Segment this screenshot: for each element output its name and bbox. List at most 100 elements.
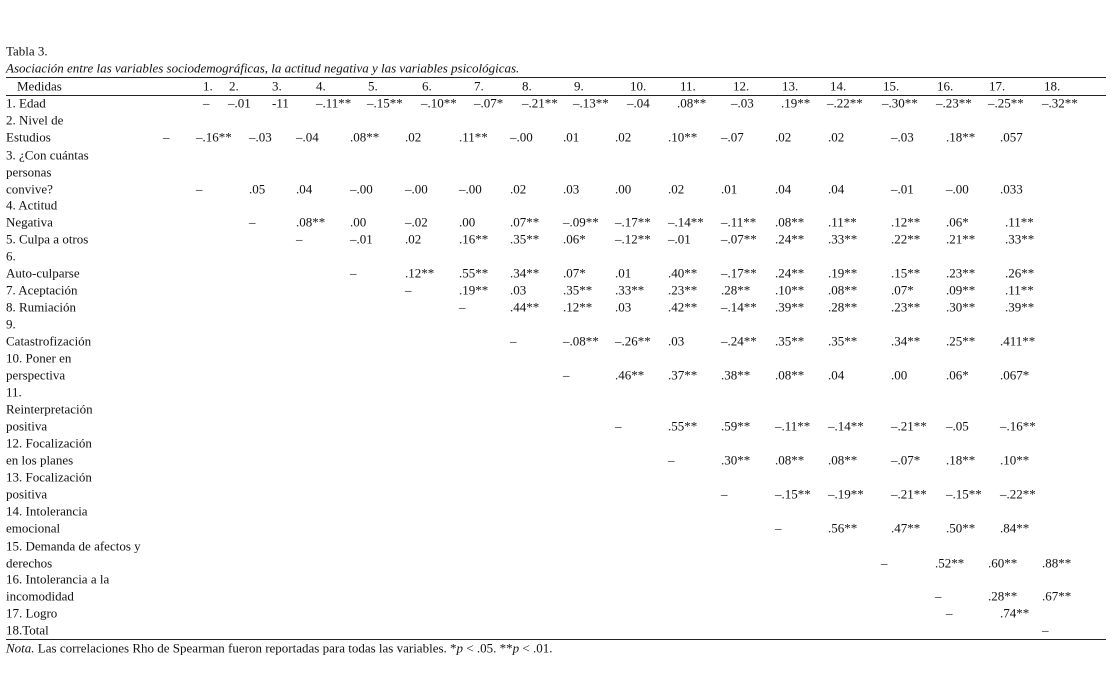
column-header: 7. <box>474 78 484 94</box>
table-cell: .55** <box>459 265 489 281</box>
table-cell: .35** <box>563 282 593 298</box>
table-cell: .09** <box>946 282 976 298</box>
top-rule <box>6 77 1106 78</box>
table-cell: – <box>510 333 517 349</box>
column-header: 17. <box>989 78 1006 94</box>
table-cell: .057 <box>1000 129 1023 145</box>
column-header: 5. <box>368 78 378 94</box>
table-cell: .33** <box>828 231 858 247</box>
table-cell: –.00 <box>459 181 482 197</box>
table-cell: .42** <box>668 299 698 315</box>
table-cell: .03 <box>510 282 527 298</box>
table-cell: .28** <box>988 588 1018 604</box>
table-cell: –.32** <box>1042 95 1078 111</box>
table-cell: -11 <box>272 95 289 111</box>
table-cell: .00 <box>891 367 908 383</box>
table-cell: .39** <box>775 299 805 315</box>
table-cell: – <box>668 452 675 468</box>
table-cell: –.23** <box>936 95 972 111</box>
row-label: 9. <box>6 316 16 332</box>
table-cell: .12** <box>563 299 593 315</box>
row-label: 13. Focalización <box>6 469 92 485</box>
table-cell: .35** <box>828 333 858 349</box>
table-title: Tabla 3. <box>6 43 48 59</box>
table-cell: .23** <box>946 265 976 281</box>
table-cell: – <box>459 299 466 315</box>
table-cell: .21** <box>946 231 976 247</box>
table-cell: .11** <box>828 214 857 230</box>
table-cell: .07* <box>563 265 586 281</box>
column-header: 9. <box>574 78 584 94</box>
table-cell: .067* <box>1000 367 1030 383</box>
table-cell: –.14** <box>668 214 704 230</box>
table-cell: .12** <box>891 214 921 230</box>
table-cell: –.03 <box>891 129 914 145</box>
note-text: < .05. ** <box>466 640 513 656</box>
table-cell: –.03 <box>731 95 754 111</box>
table-cell: –.01 <box>350 231 373 247</box>
table-cell: .07* <box>891 282 914 298</box>
table-cell: –.00 <box>510 129 533 145</box>
table-cell: .00 <box>459 214 476 230</box>
table-cell: .39** <box>1005 299 1035 315</box>
row-label: 15. Demanda de afectos y <box>6 538 141 554</box>
table-cell: .10** <box>1000 452 1030 468</box>
row-label: 2. Nivel de <box>6 112 64 128</box>
column-header: 10. <box>630 78 647 94</box>
row-label: 14. Intolerancia <box>6 503 88 519</box>
table-cell: –.11** <box>775 418 811 434</box>
table-cell: –.14** <box>828 418 864 434</box>
column-header: 14. <box>830 78 847 94</box>
table-cell: .10** <box>668 129 698 145</box>
table-cell: .23** <box>668 282 698 298</box>
row-label: derechos <box>6 555 53 571</box>
table-cell: .50** <box>946 520 976 536</box>
note-p: p <box>512 640 520 656</box>
table-cell: .18** <box>946 452 976 468</box>
table-cell: .08** <box>828 452 858 468</box>
table-cell: .16** <box>459 231 489 247</box>
table-cell: –.01 <box>668 231 691 247</box>
table-cell: .28** <box>721 282 751 298</box>
table-cell: –.13** <box>573 95 609 111</box>
table-cell: – <box>721 486 728 502</box>
table-cell: .08** <box>775 214 805 230</box>
table-cell: –.22** <box>827 95 863 111</box>
table-cell: –.17** <box>721 265 757 281</box>
table-cell: .52** <box>935 555 965 571</box>
table-note: Nota. Las correlaciones Rho de Spearman … <box>6 641 552 656</box>
table-cell: .00 <box>615 181 632 197</box>
column-header: 6. <box>422 78 432 94</box>
table-cell: –.11** <box>721 214 757 230</box>
table-cell: .35** <box>775 333 805 349</box>
table-cell: –.21** <box>891 418 927 434</box>
column-header: 2. <box>229 78 239 94</box>
table-cell: .35** <box>510 231 540 247</box>
table-cell: .10** <box>775 282 805 298</box>
table-cell: .74** <box>1000 605 1030 621</box>
column-header: 15. <box>883 78 900 94</box>
row-label: 3. ¿Con cuántas <box>6 147 89 163</box>
table-cell: –.07** <box>721 231 757 247</box>
table-cell: .23** <box>891 299 921 315</box>
table-cell: .24** <box>775 231 805 247</box>
table-cell: – <box>350 265 357 281</box>
row-label: 1. Edad <box>6 95 46 111</box>
row-label: positiva <box>6 486 48 502</box>
table-cell: .44** <box>510 299 540 315</box>
table-cell: .33** <box>615 282 645 298</box>
table-cell: .28** <box>828 299 858 315</box>
table-cell: .88** <box>1042 555 1072 571</box>
table-cell: .11** <box>1005 214 1034 230</box>
note-label: Nota. <box>6 640 35 656</box>
table-cell: –.09** <box>563 214 599 230</box>
table-cell: .04 <box>828 367 845 383</box>
table-cell: –.17** <box>615 214 651 230</box>
table-cell: – <box>249 214 256 230</box>
table-cell: .07** <box>510 214 540 230</box>
table-cell: –.07* <box>891 452 921 468</box>
table-cell: .22** <box>891 231 921 247</box>
row-label: Negativa <box>6 214 53 230</box>
table-cell: –.22** <box>1000 486 1036 502</box>
row-label: en los planes <box>6 452 74 468</box>
